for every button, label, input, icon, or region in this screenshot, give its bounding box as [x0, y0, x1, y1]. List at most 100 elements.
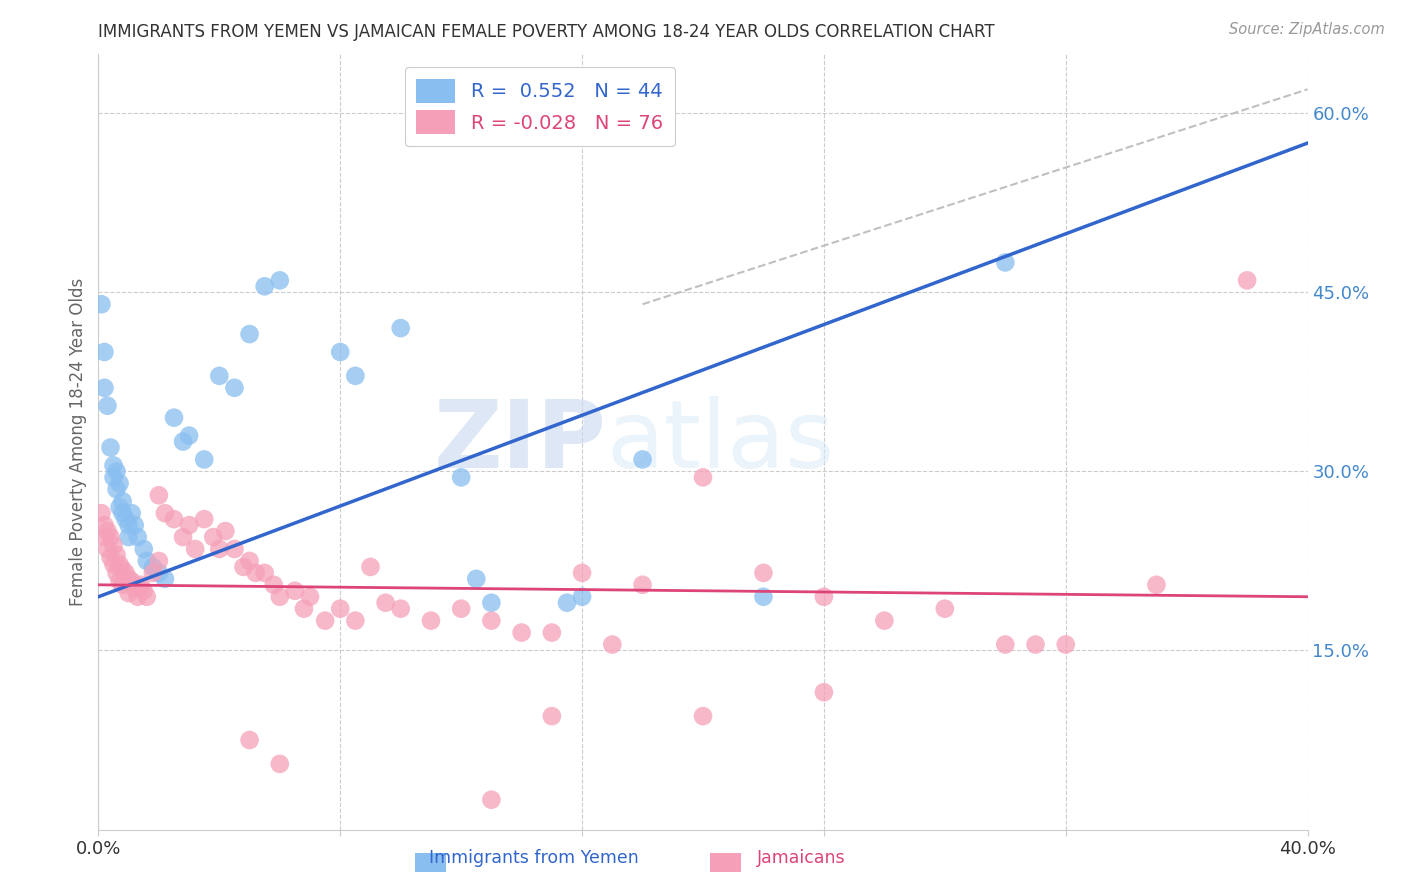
Point [127, 530, 149, 544]
Point [481, 793, 503, 807]
Point [118, 530, 141, 544]
Point [994, 638, 1017, 652]
Point [1144, 578, 1167, 592]
Point [90, 297, 112, 311]
Point [631, 578, 654, 592]
Point [103, 538, 125, 552]
Point [132, 583, 155, 598]
Point [127, 590, 149, 604]
Y-axis label: Female Poverty Among 18-24 Year Olds: Female Poverty Among 18-24 Year Olds [69, 277, 87, 606]
Point [602, 638, 624, 652]
Point [374, 596, 396, 610]
Point [245, 566, 267, 580]
Point [214, 524, 236, 538]
Point [172, 530, 194, 544]
Point [360, 560, 382, 574]
Point [100, 441, 122, 455]
Point [263, 578, 285, 592]
Point [253, 566, 276, 580]
Point [118, 518, 141, 533]
Point [114, 512, 136, 526]
Point [239, 327, 262, 342]
Point [389, 601, 412, 615]
Point [163, 410, 186, 425]
Point [111, 506, 134, 520]
Point [184, 541, 207, 556]
Point [631, 452, 654, 467]
Point [96, 541, 118, 556]
Point [121, 574, 143, 589]
Point [224, 541, 246, 556]
Point [555, 596, 578, 610]
Point [93, 381, 115, 395]
Text: Immigrants from Yemen: Immigrants from Yemen [429, 849, 640, 867]
Point [540, 625, 562, 640]
Point [344, 614, 367, 628]
Point [481, 614, 503, 628]
Point [108, 476, 131, 491]
Point [465, 572, 488, 586]
Point [208, 541, 231, 556]
Point [344, 368, 367, 383]
Point [100, 550, 122, 565]
Point [96, 524, 118, 538]
Point [111, 578, 134, 592]
Point [108, 558, 131, 572]
Point [93, 518, 115, 533]
Point [329, 345, 352, 359]
Point [253, 279, 276, 293]
Point [284, 583, 307, 598]
Point [450, 470, 472, 484]
Point [389, 321, 412, 335]
Point [114, 566, 136, 580]
Point [148, 566, 170, 580]
Point [103, 458, 125, 473]
Point [129, 578, 152, 592]
Point [450, 601, 472, 615]
Point [111, 494, 134, 508]
Point [105, 483, 128, 497]
Point [124, 582, 146, 596]
Point [142, 566, 165, 580]
Text: Jamaicans: Jamaicans [756, 849, 846, 867]
Point [1054, 638, 1077, 652]
Point [269, 590, 291, 604]
Point [108, 500, 131, 515]
Point [132, 541, 155, 556]
Point [118, 586, 141, 600]
Point [510, 625, 533, 640]
Point [269, 756, 291, 771]
Point [179, 518, 201, 533]
Point [121, 506, 143, 520]
Point [148, 554, 170, 568]
Point [193, 452, 215, 467]
Point [239, 733, 262, 747]
Point [193, 512, 215, 526]
Point [752, 590, 775, 604]
Point [224, 381, 246, 395]
Point [752, 566, 775, 580]
Point [329, 601, 352, 615]
Point [179, 428, 201, 442]
Point [314, 614, 336, 628]
Text: ZIP: ZIP [433, 395, 606, 488]
Point [994, 255, 1017, 269]
Point [208, 368, 231, 383]
Text: IMMIGRANTS FROM YEMEN VS JAMAICAN FEMALE POVERTY AMONG 18-24 YEAR OLDS CORRELATI: IMMIGRANTS FROM YEMEN VS JAMAICAN FEMALE… [98, 23, 995, 41]
Point [105, 464, 128, 478]
Point [90, 506, 112, 520]
Point [292, 601, 315, 615]
Point [100, 530, 122, 544]
Point [163, 512, 186, 526]
Point [813, 685, 835, 699]
Point [1236, 273, 1258, 287]
Point [148, 488, 170, 502]
Point [93, 530, 115, 544]
Point [269, 273, 291, 287]
Point [135, 554, 157, 568]
Point [108, 574, 131, 589]
Point [1024, 638, 1046, 652]
Text: Source: ZipAtlas.com: Source: ZipAtlas.com [1229, 22, 1385, 37]
Point [239, 554, 262, 568]
Point [571, 566, 593, 580]
